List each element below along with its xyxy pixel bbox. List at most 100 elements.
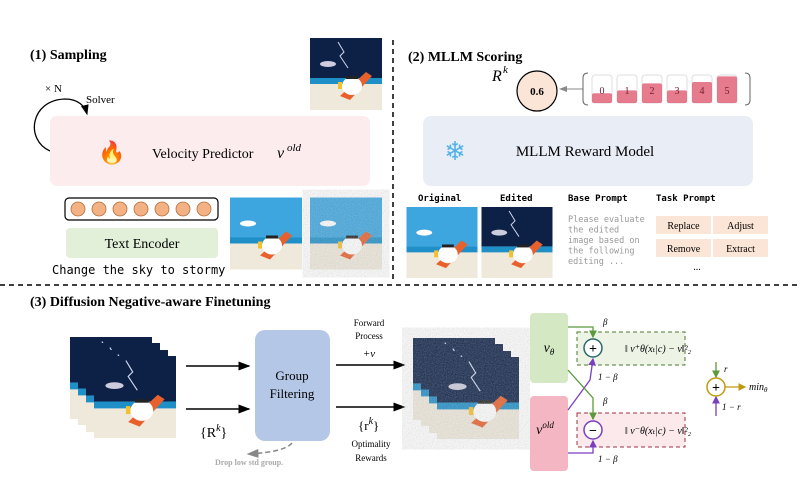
optimality-line2: Rewards: [355, 453, 387, 463]
base-prompt-line: editing ...: [568, 257, 624, 267]
bracket-right: [744, 72, 751, 106]
snowflake-icon: ❄: [444, 137, 466, 166]
edited-image: [481, 207, 553, 278]
optimality-set: {rk}: [358, 416, 379, 433]
task-more: ...: [693, 262, 701, 273]
v-theta-box: [530, 313, 568, 383]
base-prompt-line: the edited: [568, 226, 619, 236]
text-encoder-label: Text Encoder: [105, 237, 180, 252]
base-prompt-label: Base Prompt: [568, 194, 628, 204]
velocity-superscript: old: [287, 142, 302, 154]
base-prompt-line: Please evaluate: [568, 215, 645, 225]
one-minus-beta-arrow-pos: [567, 357, 596, 411]
score-level-fill: [667, 90, 687, 103]
positive-loss: ‖ ν⁺θ(xₜ|c) − ν‖²₂: [625, 344, 692, 355]
token-dot: [70, 201, 86, 217]
minus-icon: [583, 420, 603, 440]
scoring-title: (2) MLLM Scoring: [408, 50, 522, 65]
loop-count-label: × N: [45, 83, 62, 95]
base-prompt-line: image based on: [568, 236, 640, 246]
sampling-title: (1) Sampling: [30, 48, 107, 63]
drop-label: Drop low std group.: [215, 458, 283, 467]
task-prompt-chip: [713, 239, 768, 257]
svg-text:−: −: [589, 424, 597, 439]
reward-circle: [516, 70, 558, 112]
task-prompt-chip: [656, 216, 711, 234]
solver-loop-arrow: [33, 98, 89, 152]
one-minus-beta-label-neg: 1 − β: [598, 454, 618, 464]
one-minus-beta-arrow-neg: [568, 439, 597, 454]
forward-noise: +ν: [363, 348, 375, 360]
reward-model-box: [423, 116, 753, 186]
sample-group-stack: [70, 337, 176, 438]
reward-symbol: R: [491, 68, 502, 85]
task-prompt-label: Remove: [667, 244, 701, 255]
prompt-text: Change the sky to stormy: [52, 263, 225, 277]
text-tokens: [70, 201, 212, 217]
score-level-label: 5: [725, 86, 730, 97]
noise-overlay: [310, 197, 382, 270]
beta-arrow-pos: [568, 326, 597, 339]
beta-arrow-neg: [567, 369, 597, 421]
task-prompt-label: Adjust: [727, 221, 754, 232]
one-minus-beta-label-pos: 1 − β: [598, 372, 618, 382]
forward-line2: Process: [355, 331, 383, 341]
svg-text:+: +: [589, 342, 597, 357]
score-level-fill: [717, 76, 737, 103]
rewards-set: {Rk}: [200, 423, 227, 441]
velocity-predictor-box: [50, 116, 370, 186]
task-prompts: Replace Adjust Remove Extract: [656, 216, 768, 257]
original-label: Original: [418, 193, 461, 204]
text-encoder-box: [66, 228, 218, 258]
noisy-group-stack: [413, 338, 519, 439]
negative-loss: ‖ ν⁻θ(xₜ|c) − ν‖²₂: [625, 426, 692, 437]
objective-label: minθ: [749, 382, 768, 394]
original-image: [406, 207, 478, 278]
score-levels: 0 1 2 3 4 5: [591, 74, 738, 104]
token-dot: [196, 201, 212, 217]
group-filtering-line1: Group: [275, 368, 308, 383]
one-minus-r-label: 1 − r: [722, 402, 741, 412]
beta-label-neg: β: [602, 396, 608, 406]
beta-label-pos: β: [602, 317, 608, 327]
base-prompt-line: the following: [568, 247, 635, 257]
sampled-image: [310, 38, 382, 110]
task-prompt-label: Extract: [726, 244, 755, 255]
reward-model-label: MLLM Reward Model: [516, 144, 654, 160]
token-dot: [91, 201, 107, 217]
optimality-line1: Optimality: [352, 439, 391, 449]
r-label: r: [724, 364, 728, 374]
task-prompt-label: Replace: [667, 221, 700, 232]
bracket-left: [582, 72, 589, 106]
task-prompt-chip: [656, 239, 711, 257]
score-level-fill: [592, 93, 612, 103]
finetuning-title: (3) Diffusion Negative-aware Finetuning: [30, 295, 270, 310]
score-level-fill: [617, 90, 637, 103]
reward-superscript: k: [503, 64, 509, 76]
group-filtering-line2: Filtering: [270, 386, 315, 401]
score-level-label: 0: [600, 86, 605, 97]
solver-label: Solver: [86, 94, 115, 106]
token-dot: [175, 201, 191, 217]
score-level-fill: [692, 82, 712, 103]
fire-icon: 🔥: [98, 140, 125, 165]
plus-icon: [583, 338, 603, 358]
velocity-symbol: ν: [277, 145, 285, 162]
token-dot: [112, 201, 128, 217]
token-dot: [154, 201, 170, 217]
reward-value: 0.6: [530, 86, 544, 98]
token-dot: [133, 201, 149, 217]
task-prompt-label: Task Prompt: [656, 194, 716, 204]
velocity-predictor-label: Velocity Predictor: [152, 147, 254, 162]
score-level-label: 4: [700, 86, 705, 97]
source-image: [230, 197, 302, 270]
score-level-label: 3: [675, 86, 680, 97]
svg-text:+: +: [712, 381, 720, 396]
score-level-label: 1: [625, 86, 630, 97]
score-level-fill: [642, 83, 662, 103]
edited-label: Edited: [500, 193, 533, 204]
group-filtering-box: [255, 330, 330, 441]
drop-arrow: [246, 442, 293, 458]
